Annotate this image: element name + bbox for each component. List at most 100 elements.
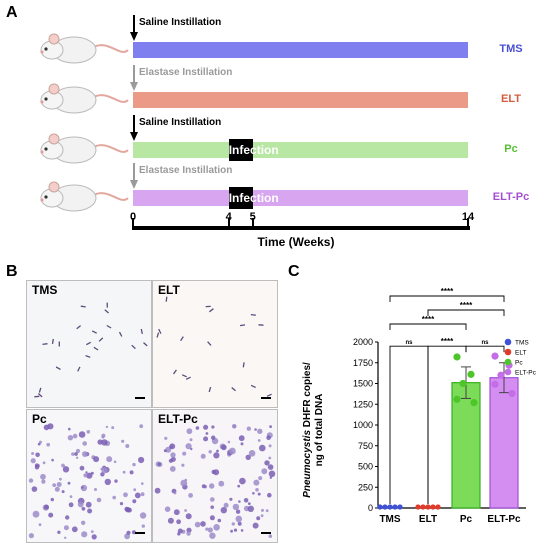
data-point [392,504,398,510]
treatment-bar [133,92,468,108]
data-point [491,380,499,388]
mouse-icon [40,83,129,114]
x-tick-label: Pc [460,514,473,525]
micrograph-label: ELT-Pc [158,412,198,426]
y-tick-label: 1250 [353,399,373,409]
data-point [497,371,505,379]
x-tick-label: TMS [379,514,400,525]
micrograph-elt-pc: ELT-Pc [152,409,278,543]
infection-box: Infection [228,187,279,209]
treatment-bar [133,42,468,58]
data-point [453,395,461,403]
instillation-arrow-icon [130,65,138,91]
significance-bracket [389,345,429,504]
timeline-tick-label: 0 [129,211,137,223]
y-axis-label-line2: ng of total DNA [314,394,325,467]
data-point [425,504,431,510]
y-tick-label: 250 [358,482,373,492]
data-point [415,504,421,510]
y-tick-label: 1750 [353,358,373,368]
micrograph-tms: TMS [26,280,152,408]
scale-bar [135,532,145,534]
data-point [377,504,383,510]
bar-elt-pc [489,377,519,509]
legend-label: ELT-Pc [515,370,537,377]
y-tick-label: 2000 [353,337,373,347]
legend-marker [504,338,512,346]
scale-bar [261,532,271,534]
data-point [508,389,516,398]
data-point [467,370,475,378]
x-tick-label: ELT-Pc [487,514,521,525]
instillation-arrow-icon [130,15,138,41]
micrograph-cells [154,424,276,539]
timeline-axis-title: Time (Weeks) [257,235,335,249]
y-tick-label: 1000 [353,420,373,430]
significance-label: **** [422,315,435,324]
significance-label: **** [441,337,454,346]
panel-a-letter: A [6,4,18,21]
data-point [397,504,403,510]
group-label: ELT-Pc [492,191,530,203]
significance-bracket [389,295,505,302]
significance-label: ns [405,340,413,346]
significance-label: ns [481,340,489,346]
data-point [420,504,426,510]
y-tick-label: 750 [358,441,373,451]
significance-label: **** [441,287,454,296]
data-point [470,398,478,407]
data-point [435,504,441,510]
instillation-label: Saline Instillation [139,17,222,28]
y-tick-label: 0 [368,503,373,513]
timeline-tick [467,218,469,228]
data-point [459,379,467,388]
group-label: Pc [504,143,518,155]
timeline-axis [132,226,470,230]
legend-label: Pc [515,360,523,367]
mouse-icon [40,33,129,64]
micrograph-pc: Pc [26,409,152,543]
mouse-icon [40,181,129,212]
micrograph-cells [34,302,148,398]
infection-box: Infection [228,139,279,161]
data-point [430,504,436,510]
y-tick-label: 500 [358,462,373,472]
micrograph-label: TMS [32,283,58,297]
mouse-icon [40,133,129,164]
data-point [491,352,499,360]
micrograph-cells [156,296,272,397]
dhfr-bar-chart: Pneumocystis DHFR copies/ng of total DNA… [302,287,537,525]
significance-bracket [427,309,505,316]
treatment-bar [133,190,468,206]
legend-marker [504,358,512,366]
timeline-tick-label: 14 [461,211,475,223]
panel-b-letter: B [6,263,18,280]
legend-marker [504,348,512,356]
timeline-tick-label: 4 [225,211,232,223]
scale-bar [261,397,271,399]
significance-label: **** [460,301,473,310]
micrograph-label: ELT [158,283,180,297]
micrograph-label: Pc [32,412,47,426]
legend-marker [504,368,512,376]
instillation-arrow-icon [130,163,138,189]
micrograph-cells [28,423,147,540]
scale-bar [135,397,145,399]
panel-c-letter: C [288,263,300,280]
micrograph-elt: ELT [152,280,278,408]
significance-bracket [389,323,467,330]
timeline-tick [251,218,254,228]
group-label: ELT [501,93,521,105]
instillation-label: Elastase Instillation [139,67,233,78]
significance-bracket [465,345,505,353]
data-point [453,353,461,361]
instillation-arrow-icon [130,115,138,141]
y-axis-label: Pneumocystis DHFR copies/ [302,362,313,498]
legend-label: TMS [515,340,529,347]
x-tick-label: ELT [419,514,437,525]
legend-label: ELT [515,350,526,357]
group-label: TMS [499,43,523,55]
instillation-label: Saline Instillation [139,117,222,128]
instillation-label: Elastase Instillation [139,165,233,176]
data-point [382,504,388,510]
